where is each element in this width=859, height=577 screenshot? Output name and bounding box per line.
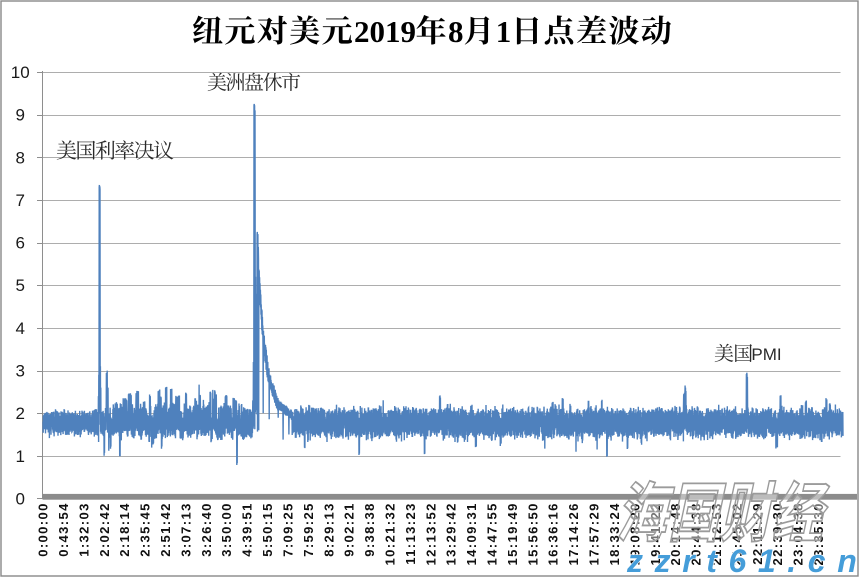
svg-text:7:09:25: 7:09:25 [281,502,296,557]
svg-text:1:32:03: 1:32:03 [76,502,91,557]
svg-text:PMI: PMI [751,345,781,364]
svg-text:1: 1 [496,14,512,49]
svg-text:0:00:00: 0:00:00 [36,502,51,557]
svg-text:3:07:13: 3:07:13 [178,502,193,557]
svg-text:10:21:32: 10:21:32 [383,502,398,565]
svg-text:16:36:16: 16:36:16 [546,502,561,565]
svg-text:2:02:42: 2:02:42 [97,502,112,557]
svg-text:zzrt61.cn: zzrt61.cn [626,543,859,577]
svg-text:4:39:51: 4:39:51 [240,502,255,557]
svg-text:1: 1 [15,447,24,466]
svg-text:15:19:49: 15:19:49 [505,502,520,565]
svg-text:0: 0 [15,490,24,509]
svg-text:8:29:13: 8:29:13 [321,502,336,557]
svg-text:6: 6 [15,234,24,253]
svg-text:3:50:00: 3:50:00 [219,502,234,557]
svg-text:4: 4 [15,319,24,338]
svg-text:13:29:42: 13:29:42 [444,502,459,565]
svg-text:2019: 2019 [354,14,416,49]
svg-text:2:35:45: 2:35:45 [138,502,153,557]
svg-text:12:13:52: 12:13:52 [423,502,438,565]
svg-text:8: 8 [448,14,464,49]
svg-text:14:09:31: 14:09:31 [464,502,479,565]
svg-text:9: 9 [15,106,24,125]
svg-text:7: 7 [15,191,24,210]
svg-text:3: 3 [15,362,24,381]
svg-text:11:13:23: 11:13:23 [403,502,418,565]
svg-text:2: 2 [15,404,24,423]
svg-text:18:33:24: 18:33:24 [607,502,622,565]
svg-text:7:59:25: 7:59:25 [301,502,316,557]
svg-text:9:38:38: 9:38:38 [362,502,377,557]
svg-text:9:02:21: 9:02:21 [342,502,357,557]
svg-text:17:57:29: 17:57:29 [587,502,602,565]
svg-text:3:26:40: 3:26:40 [199,502,214,557]
svg-text:5: 5 [15,276,24,295]
svg-text:17:14:26: 17:14:26 [566,502,581,565]
svg-text:2:51:42: 2:51:42 [158,502,173,557]
svg-text:2:18:14: 2:18:14 [117,502,132,557]
svg-text:15:56:50: 15:56:50 [525,502,540,565]
svg-text:0:43:54: 0:43:54 [56,502,71,557]
svg-text:14:47:55: 14:47:55 [485,502,500,565]
svg-text:5:50:15: 5:50:15 [260,502,275,557]
svg-text:10: 10 [11,63,30,82]
svg-text:8: 8 [15,148,24,167]
